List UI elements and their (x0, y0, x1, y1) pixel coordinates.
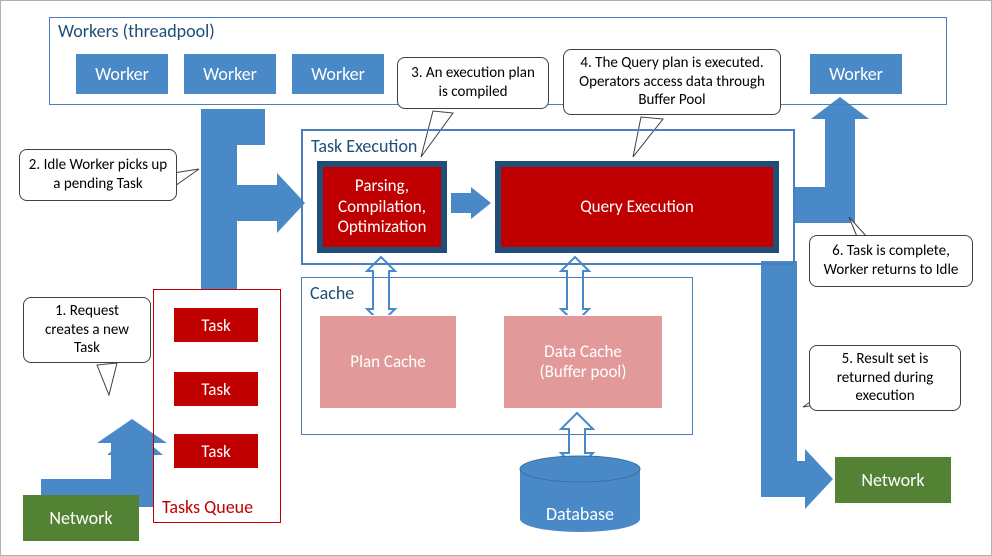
callout-5-text: 5. Result set is returned during executi… (818, 350, 952, 406)
worker-label: Worker (829, 63, 883, 85)
callout-6: 6. Task is complete, Worker returns to I… (809, 235, 973, 287)
worker-box-2: Worker (291, 53, 385, 95)
diagram-stage: Workers (threadpool) Worker Worker Worke… (0, 0, 992, 556)
parsing-box: Parsing, Compilation, Optimization (317, 161, 447, 253)
cache-title: Cache (310, 282, 354, 304)
callout-2: 2. Idle Worker picks up a pending Task (19, 149, 177, 201)
worker-label: Worker (311, 63, 365, 85)
callout-5: 5. Result set is returned during executi… (809, 345, 961, 411)
callout-3: 3. An execution plan is compiled (397, 57, 549, 109)
task-label: Task (201, 315, 230, 336)
callout-1: 1. Request creates a new Task (23, 297, 151, 363)
plan-cache-label: Plan Cache (350, 352, 425, 372)
plan-cache-box: Plan Cache (319, 315, 457, 409)
task-box-2: Task (173, 433, 259, 469)
data-cache-box: Data Cache (Buffer pool) (503, 315, 663, 409)
task-box-0: Task (173, 307, 259, 343)
query-exec-box: Query Execution (495, 161, 779, 253)
worker-box-1: Worker (183, 53, 277, 95)
network-left: Network (23, 495, 139, 541)
task-label: Task (201, 379, 230, 400)
callout-4: 4. The Query plan is executed. Operators… (563, 49, 781, 115)
arrow-return-to-idle (795, 97, 869, 223)
network-right-label: Network (861, 469, 924, 491)
query-exec-label: Query Execution (580, 197, 694, 217)
network-left-label: Network (49, 507, 112, 529)
callout-3-text: 3. An execution plan is compiled (406, 64, 540, 102)
workers-title: Workers (threadpool) (58, 20, 215, 42)
callout-6-text: 6. Task is complete, Worker returns to I… (818, 242, 964, 280)
callout-2-text: 2. Idle Worker picks up a pending Task (28, 156, 168, 194)
data-cache-label: Data Cache (Buffer pool) (540, 342, 627, 383)
parsing-label: Parsing, Compilation, Optimization (338, 176, 427, 237)
worker-label: Worker (203, 63, 257, 85)
worker-box-0: Worker (75, 53, 169, 95)
tasks-queue-title: Tasks Queue (162, 496, 253, 518)
task-execution-title: Task Execution (311, 135, 417, 157)
callout-4-text: 4. The Query plan is executed. Operators… (572, 54, 772, 110)
arrow-exec-out-stub (761, 261, 797, 291)
callout-1-text: 1. Request creates a new Task (32, 302, 142, 358)
task-box-1: Task (173, 371, 259, 407)
database-cylinder: Database (517, 455, 643, 533)
worker-label: Worker (95, 63, 149, 85)
worker-box-3: Worker (809, 53, 903, 95)
arrow-queue-to-exec (201, 109, 305, 289)
arrow-network-to-queue (41, 419, 167, 507)
task-label: Task (201, 441, 230, 462)
database-label: Database (517, 503, 643, 525)
network-right: Network (835, 457, 951, 503)
